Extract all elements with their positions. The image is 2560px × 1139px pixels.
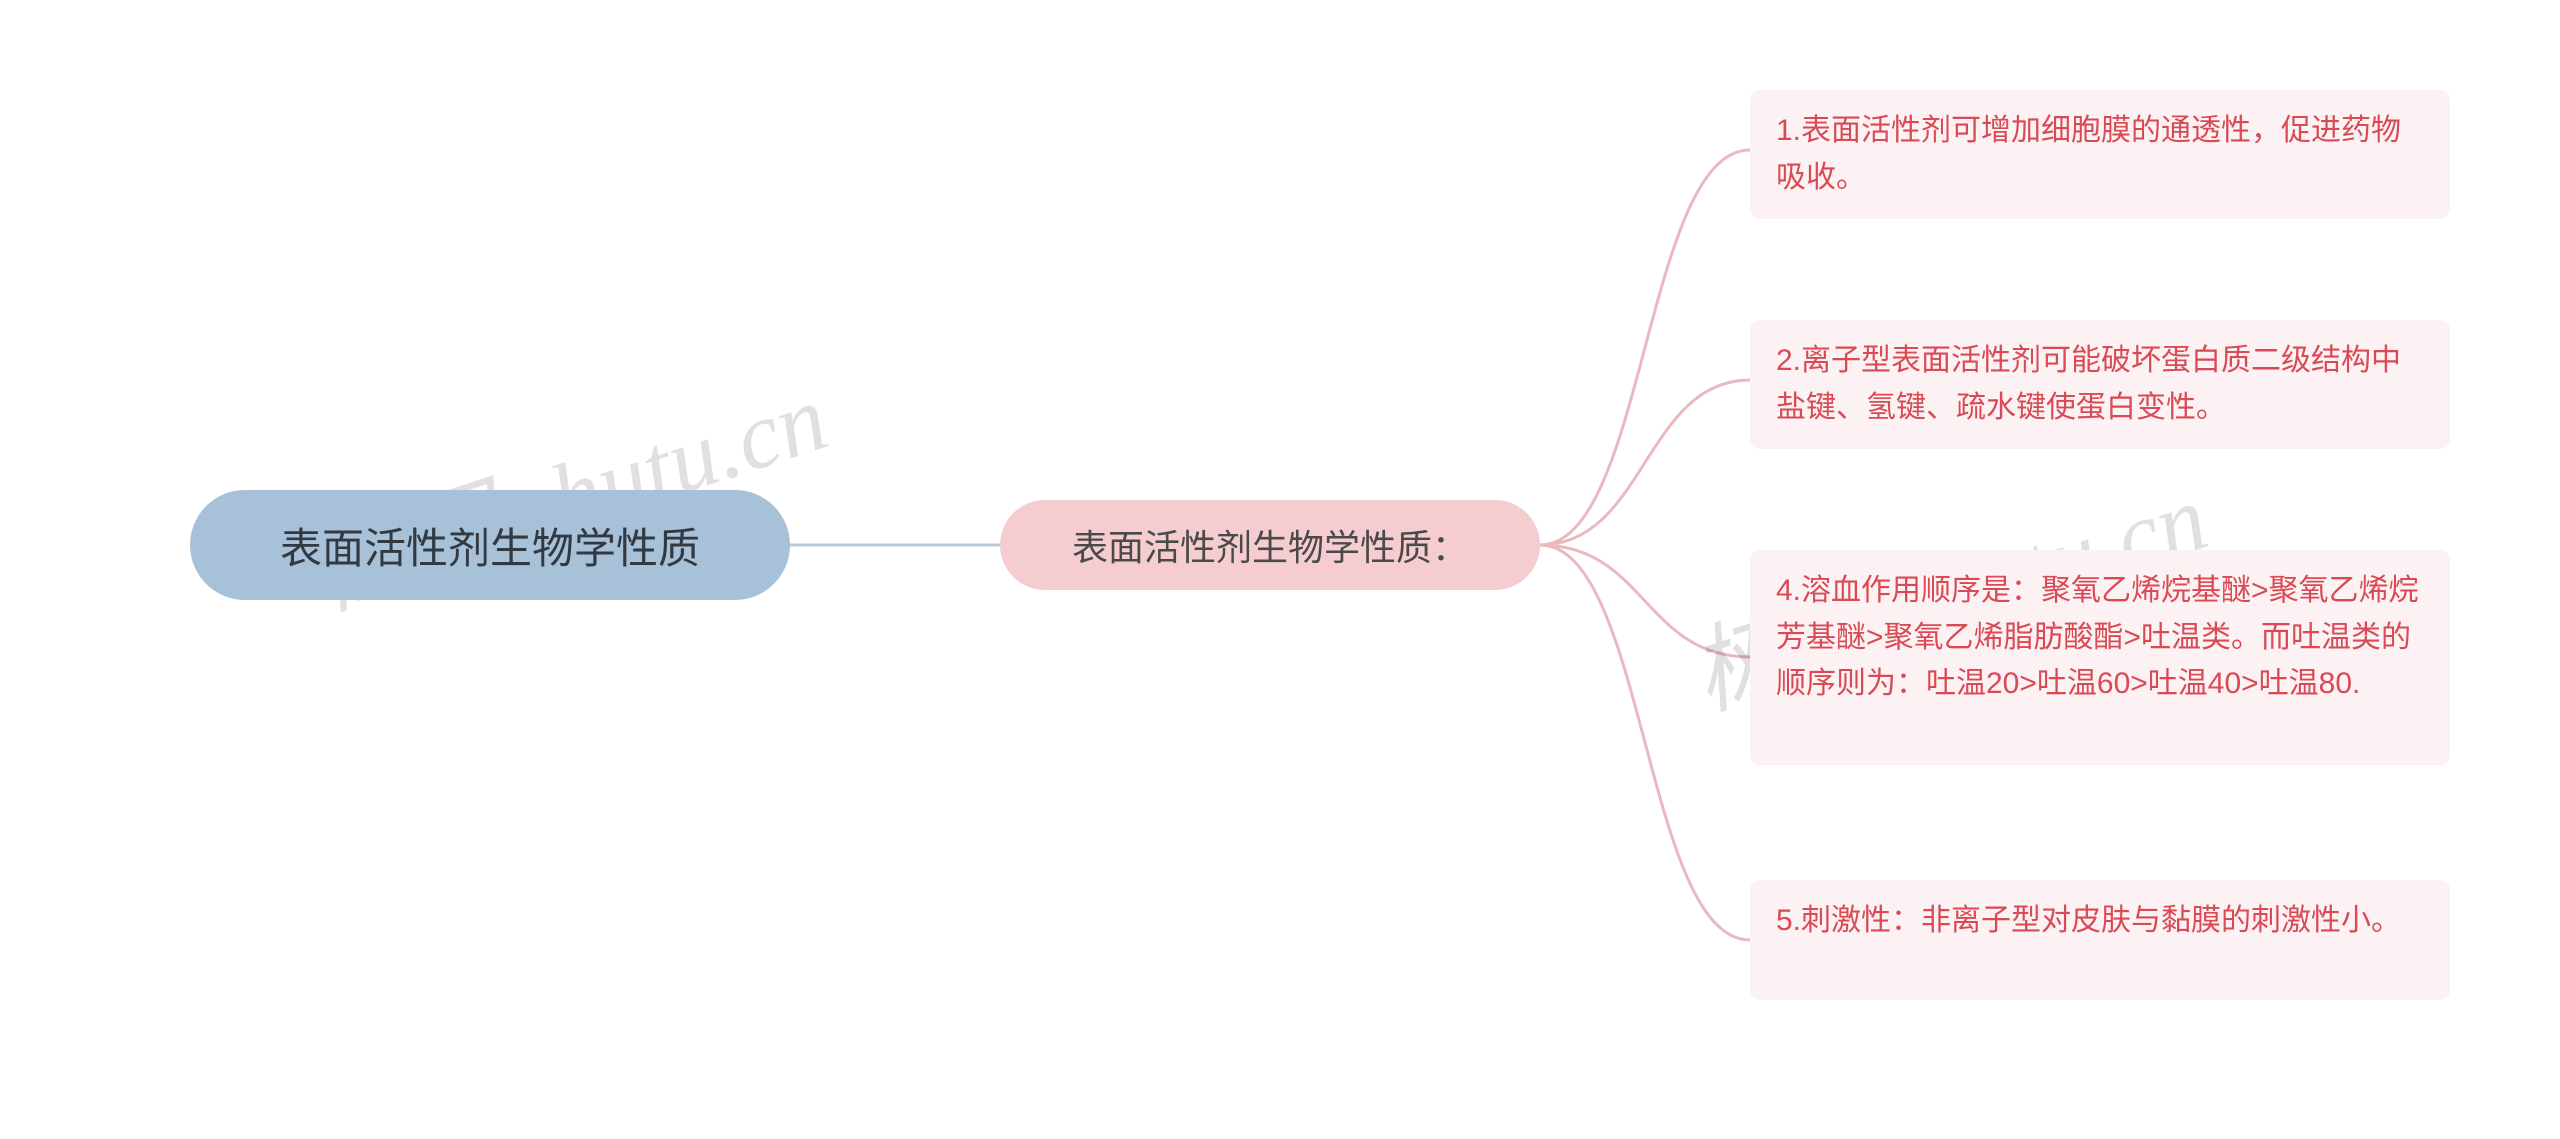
leaf-node-3[interactable]: 4.溶血作用顺序是：聚氧乙烯烷基醚>聚氧乙烯烷芳基醚>聚氧乙烯脂肪酸酯>吐温类。…	[1750, 550, 2450, 765]
root-node[interactable]: 表面活性剂生物学性质	[190, 490, 790, 600]
branch-label: 表面活性剂生物学性质：	[1072, 519, 1468, 571]
leaf-label: 5.刺激性：非离子型对皮肤与黏膜的刺激性小。	[1776, 898, 2401, 945]
branch-leaf-connectors	[1540, 150, 1750, 940]
leaf-node-2[interactable]: 2.离子型表面活性剂可能破坏蛋白质二级结构中盐键、氢键、疏水键使蛋白变性。	[1750, 320, 2450, 449]
leaf-node-4[interactable]: 5.刺激性：非离子型对皮肤与黏膜的刺激性小。	[1750, 880, 2450, 1000]
leaf-label: 1.表面活性剂可增加细胞膜的通透性，促进药物吸收。	[1776, 108, 2424, 201]
branch-leaf-connector-1	[1540, 150, 1750, 545]
leaf-label: 4.溶血作用顺序是：聚氧乙烯烷基醚>聚氧乙烯烷芳基醚>聚氧乙烯脂肪酸酯>吐温类。…	[1776, 568, 2424, 708]
branch-leaf-connector-4	[1540, 545, 1750, 940]
branch-node[interactable]: 表面活性剂生物学性质：	[1000, 500, 1540, 590]
branch-leaf-connector-3	[1540, 545, 1750, 657]
root-label: 表面活性剂生物学性质	[280, 515, 700, 576]
leaf-label: 2.离子型表面活性剂可能破坏蛋白质二级结构中盐键、氢键、疏水键使蛋白变性。	[1776, 338, 2424, 431]
branch-leaf-connector-2	[1540, 380, 1750, 545]
leaf-node-1[interactable]: 1.表面活性剂可增加细胞膜的通透性，促进药物吸收。	[1750, 90, 2450, 219]
